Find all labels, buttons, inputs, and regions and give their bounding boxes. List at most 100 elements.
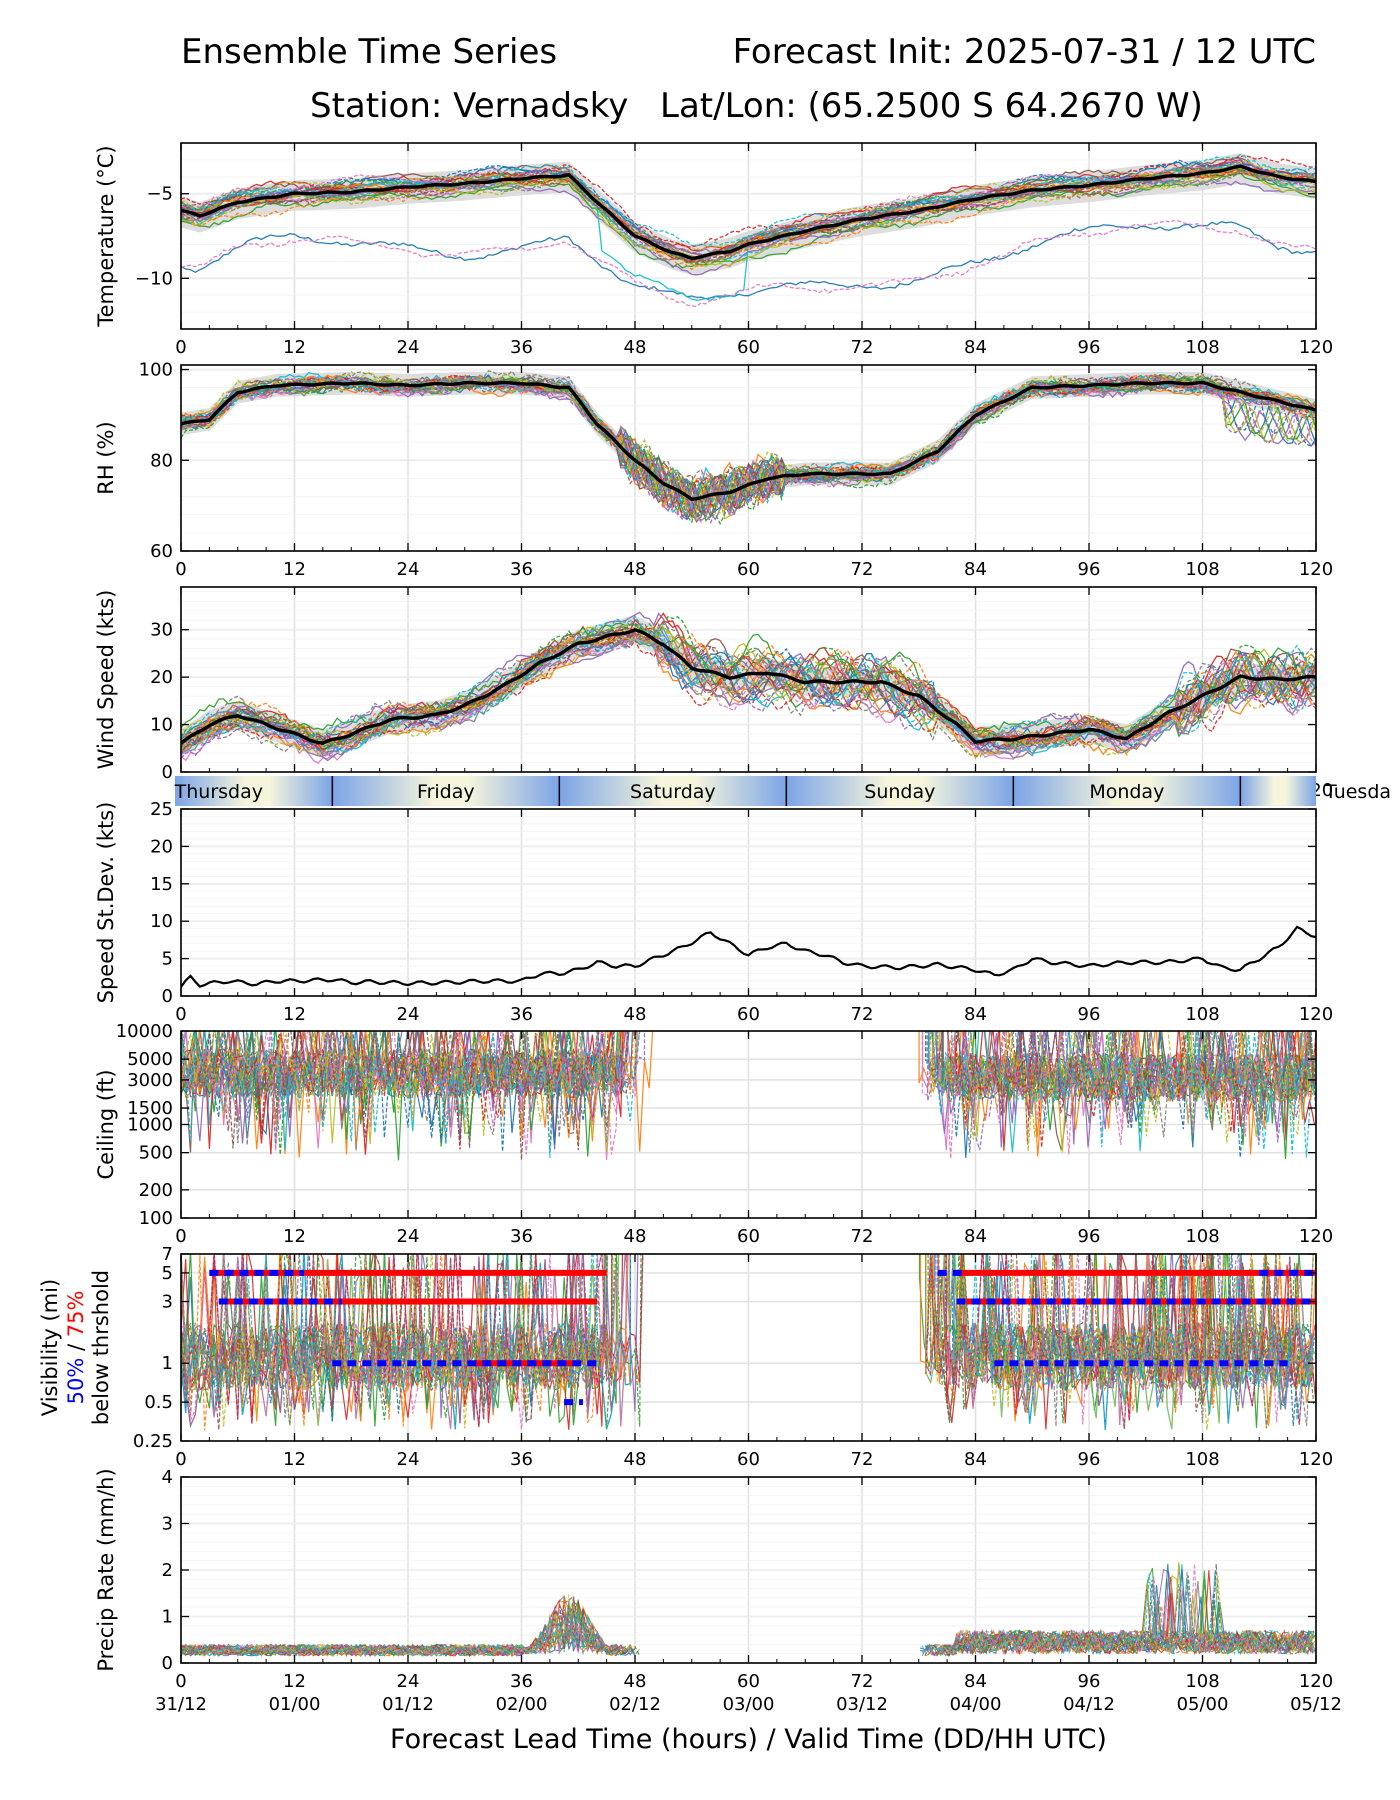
x-tick-label: 72 (851, 1671, 874, 1692)
x-tick-label: 36 (510, 1004, 533, 1025)
x-tick-label: 72 (851, 337, 874, 358)
precip-member-line (181, 1594, 622, 1658)
y-tick-label: 1000 (127, 1115, 173, 1136)
x-tick-label: 84 (964, 559, 987, 580)
panel-3-axes: 0 12 24 36 48 60 72 84 96 108 120 0 5 10 15 20 25 Speed S… (94, 799, 1333, 1025)
y-tick-label: 100 (139, 360, 173, 381)
x-tick-label: 120 (1299, 1671, 1333, 1692)
y-tick-label: 500 (139, 1143, 173, 1164)
legend-slash: / (64, 1337, 88, 1357)
ceiling-member-line (937, 1031, 1313, 1137)
x-tick-label: 48 (624, 337, 647, 358)
x-tick-label: 72 (851, 1449, 874, 1470)
x-tick-label: 60 (737, 1449, 760, 1470)
x-tick-label: 12 (283, 1226, 306, 1247)
precip-member-line (921, 1579, 1315, 1657)
x-tick-label: 48 (624, 1226, 647, 1247)
visibility-member-line (181, 1254, 608, 1422)
y-tick-label: 60 (150, 541, 173, 562)
ensemble-member-line (181, 167, 1316, 259)
station-title: Station: Vernadsky (310, 86, 629, 126)
ensemble-member-line (181, 615, 1316, 741)
x-tick-label: 84 (964, 1226, 987, 1247)
ceiling-member-line (947, 1031, 1314, 1104)
ceiling-member-line (951, 1031, 1316, 1131)
x-tick-label: 108 (1185, 1226, 1219, 1247)
x-tick-label: 96 (1078, 337, 1101, 358)
visibility-member-line (952, 1254, 1313, 1426)
x-tick-label: 12 (283, 1671, 306, 1692)
x-tick-label: 72 (851, 1226, 874, 1247)
x-tick-label: 36 (510, 559, 533, 580)
visibility-member-line (927, 1254, 1316, 1431)
ceiling-member-line (181, 1031, 629, 1152)
y-tick-label: 4 (162, 1467, 173, 1488)
ceiling-member-line (936, 1031, 1316, 1158)
valid-time-label: 05/00 (1177, 1694, 1229, 1715)
x-tick-label: 120 (1299, 1226, 1333, 1247)
ensemble-member-line (181, 153, 1316, 247)
x-tick-label: 12 (283, 337, 306, 358)
x-tick-label: 120 (1299, 559, 1333, 580)
precip-member-line (945, 1629, 1316, 1655)
x-tick-label: 0 (175, 337, 186, 358)
precip-member-line (924, 1579, 1314, 1657)
x-tick-label: 0 (175, 1226, 186, 1247)
ensemble-member-line (181, 164, 1316, 262)
x-tick-label: 84 (964, 1449, 987, 1470)
y-tick-label: 5000 (127, 1049, 173, 1070)
x-tick-label: 60 (737, 1226, 760, 1247)
x-tick-label: 96 (1078, 559, 1101, 580)
y-tick-label: 1 (162, 1353, 173, 1374)
day-segment (1240, 776, 1316, 806)
visibility-member-line (181, 1254, 629, 1430)
visibility-member-line (953, 1254, 1314, 1430)
valid-time-label: 03/12 (836, 1694, 888, 1715)
panel-2-ensemble (181, 611, 1316, 765)
x-tick-label: 24 (397, 1671, 420, 1692)
x-tick-label: 84 (964, 1004, 987, 1025)
ensemble-member-line (181, 624, 1316, 749)
visibility-member-line (181, 1254, 628, 1430)
valid-time-label: 03/00 (723, 1694, 775, 1715)
ensemble-member-line (181, 370, 1316, 520)
x-tick-label: 108 (1185, 1004, 1219, 1025)
day-segment (1013, 776, 1241, 806)
ensemble-mean-line (181, 164, 1316, 261)
x-tick-label: 96 (1078, 1004, 1101, 1025)
visibility-member-line (181, 1254, 620, 1426)
legend-50-percent: 50% (64, 1358, 88, 1405)
y-tick-label: 80 (150, 450, 173, 471)
x-tick-label: 60 (737, 559, 760, 580)
y-tick-label: 3 (162, 1514, 173, 1535)
ensemble-member-line (181, 374, 1316, 517)
x-tick-label: 120 (1299, 1004, 1333, 1025)
day-band: Thursday Friday Saturday Sunday Monday Tuesda (174, 776, 1391, 806)
x-tick-label: 24 (397, 337, 420, 358)
y-tick-label: 0 (162, 762, 173, 783)
x-tick-label: 96 (1078, 1449, 1101, 1470)
y-tick-label: −10 (135, 268, 173, 289)
ceiling-member-line (181, 1031, 615, 1144)
ceiling-member-line (181, 1031, 635, 1147)
day-segment (559, 776, 787, 806)
day-label: Monday (1089, 781, 1164, 803)
panel-4-axes: 0 12 24 36 48 60 72 84 96 108 120 100 200 500 10001500… (94, 1021, 1333, 1247)
x-tick-label: 24 (397, 1449, 420, 1470)
x-tick-label: 36 (510, 1671, 533, 1692)
x-tick-label: 120 (1299, 1449, 1333, 1470)
x-tick-label: 12 (283, 1004, 306, 1025)
y-tick-label: 0 (162, 986, 173, 1007)
threshold-legend: 50% / 75% (64, 1291, 88, 1405)
visibility-member-line (181, 1254, 613, 1421)
visibility-member-line (181, 1254, 631, 1430)
ceiling-member-line (951, 1031, 1316, 1158)
ceiling-member-line (181, 1031, 616, 1137)
x-tick-label: 24 (397, 559, 420, 580)
y-axis-label: Temperature (°C) (94, 145, 118, 327)
y-tick-label: 2 (162, 1560, 173, 1581)
y-tick-label: 1 (162, 1607, 173, 1628)
ceiling-member-line (181, 1031, 615, 1152)
valid-time-label: 31/12 (155, 1694, 207, 1715)
panel-3-grid (180, 808, 1317, 997)
